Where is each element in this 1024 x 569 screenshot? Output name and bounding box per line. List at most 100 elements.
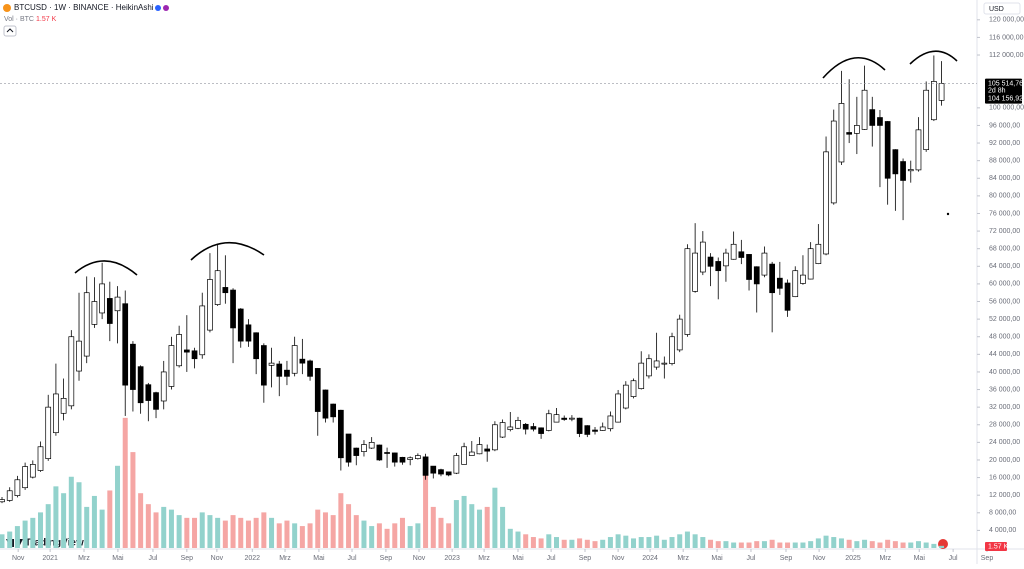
candle-body bbox=[784, 282, 791, 311]
candle-body bbox=[299, 358, 306, 364]
volume-bar bbox=[538, 538, 544, 548]
candle-body bbox=[823, 151, 829, 255]
volume-bar bbox=[7, 531, 13, 548]
y-tick-label: 56 000,00 bbox=[989, 298, 1020, 305]
volume-bar bbox=[530, 537, 536, 548]
y-tick-label: 96 000,00 bbox=[989, 122, 1020, 129]
volume-bar bbox=[322, 512, 328, 548]
volume-value-axis: 1.57 K bbox=[988, 543, 1009, 550]
volume-bar bbox=[361, 520, 367, 548]
collapse-button[interactable] bbox=[3, 25, 17, 37]
y-tick-label: 60 000,00 bbox=[989, 281, 1020, 288]
candle-body bbox=[222, 287, 229, 294]
volume-bar bbox=[299, 526, 305, 548]
candle-body bbox=[715, 261, 722, 272]
candle-body bbox=[900, 161, 906, 181]
candle-body bbox=[0, 499, 5, 503]
candle-body bbox=[91, 301, 98, 325]
candle-body bbox=[476, 444, 483, 455]
volume-bar bbox=[915, 541, 921, 548]
volume-bar bbox=[623, 535, 629, 548]
collapse-arrow bbox=[6, 28, 14, 33]
volume-bar bbox=[122, 417, 128, 548]
candle-body bbox=[877, 117, 883, 126]
volume-bar bbox=[584, 539, 590, 548]
candle-body bbox=[153, 392, 159, 410]
drawing-dot bbox=[946, 212, 950, 216]
candle-body bbox=[207, 279, 213, 331]
volume-bar bbox=[577, 538, 583, 548]
volume-bar bbox=[615, 534, 621, 548]
volume-bar bbox=[815, 538, 821, 548]
volume-bar bbox=[507, 528, 513, 548]
candle-body bbox=[854, 125, 860, 134]
last-price-label: 105 514,76 bbox=[988, 80, 1023, 87]
candle-body bbox=[430, 465, 437, 474]
currency-box[interactable] bbox=[983, 2, 1021, 15]
y-tick-label: 92 000,00 bbox=[989, 140, 1020, 147]
volume-bar bbox=[61, 493, 67, 548]
candle-body bbox=[453, 455, 460, 474]
volume-bar bbox=[22, 520, 28, 548]
candle-body bbox=[576, 417, 583, 434]
volume-bar bbox=[484, 506, 490, 548]
volume-bar bbox=[168, 509, 174, 548]
candle-body bbox=[561, 417, 568, 420]
candle-body bbox=[692, 252, 698, 292]
volume-bar bbox=[500, 506, 506, 548]
volume-bar bbox=[130, 452, 136, 548]
countdown: 2d 8h bbox=[988, 87, 1006, 94]
candle-body bbox=[245, 324, 252, 342]
candle-body bbox=[291, 345, 298, 374]
volume-bar bbox=[91, 495, 97, 548]
volume-bar bbox=[892, 541, 898, 548]
volume-bar bbox=[430, 506, 436, 548]
volume-value-box bbox=[985, 542, 1007, 551]
x-tick-label: Jul bbox=[348, 555, 357, 562]
x-tick-label: Mai bbox=[112, 555, 124, 562]
drawing-arc bbox=[909, 50, 958, 65]
volume-bar bbox=[307, 523, 313, 548]
candle-body bbox=[669, 336, 675, 364]
x-tick-label: 2023 bbox=[444, 555, 460, 562]
candle-body bbox=[776, 277, 783, 289]
x-tick-label: Mrz bbox=[478, 555, 490, 562]
share-icon[interactable] bbox=[163, 5, 169, 11]
candle-body bbox=[307, 360, 313, 377]
candle-body bbox=[684, 248, 691, 335]
candle-body bbox=[276, 363, 283, 377]
candle-body bbox=[183, 349, 190, 353]
x-tick-label: 2025 bbox=[845, 555, 861, 562]
x-tick-label: Nov bbox=[612, 555, 625, 562]
eye-icon[interactable] bbox=[155, 5, 161, 11]
volume-bar bbox=[908, 542, 914, 548]
volume-bar bbox=[838, 538, 844, 548]
candle-body bbox=[599, 426, 606, 431]
candle-body bbox=[592, 429, 598, 432]
volume-bar bbox=[469, 504, 475, 548]
candle-body bbox=[68, 336, 75, 407]
volume-bar bbox=[261, 512, 267, 548]
candle-body bbox=[168, 345, 175, 387]
volume-bar bbox=[461, 495, 467, 548]
volume-bar bbox=[900, 542, 906, 548]
candle-body bbox=[807, 248, 814, 280]
y-tick-label: 72 000,00 bbox=[989, 228, 1020, 235]
candle-body bbox=[122, 303, 129, 386]
candle-body bbox=[368, 442, 375, 449]
candle-body bbox=[45, 406, 52, 459]
volume-bar bbox=[222, 520, 228, 548]
volume-bar bbox=[276, 523, 282, 548]
candle-body bbox=[615, 393, 621, 423]
volume-value: 1.57 K bbox=[36, 16, 57, 23]
volume-bar bbox=[207, 515, 213, 548]
candle-body bbox=[699, 241, 706, 273]
volume-bar bbox=[253, 517, 259, 548]
candle-body bbox=[507, 426, 514, 430]
x-tick-label: Nov bbox=[12, 555, 25, 562]
volume-bar bbox=[569, 539, 575, 548]
volume-bar bbox=[161, 506, 167, 548]
volume-bar bbox=[176, 515, 182, 548]
candle-body bbox=[723, 252, 729, 267]
